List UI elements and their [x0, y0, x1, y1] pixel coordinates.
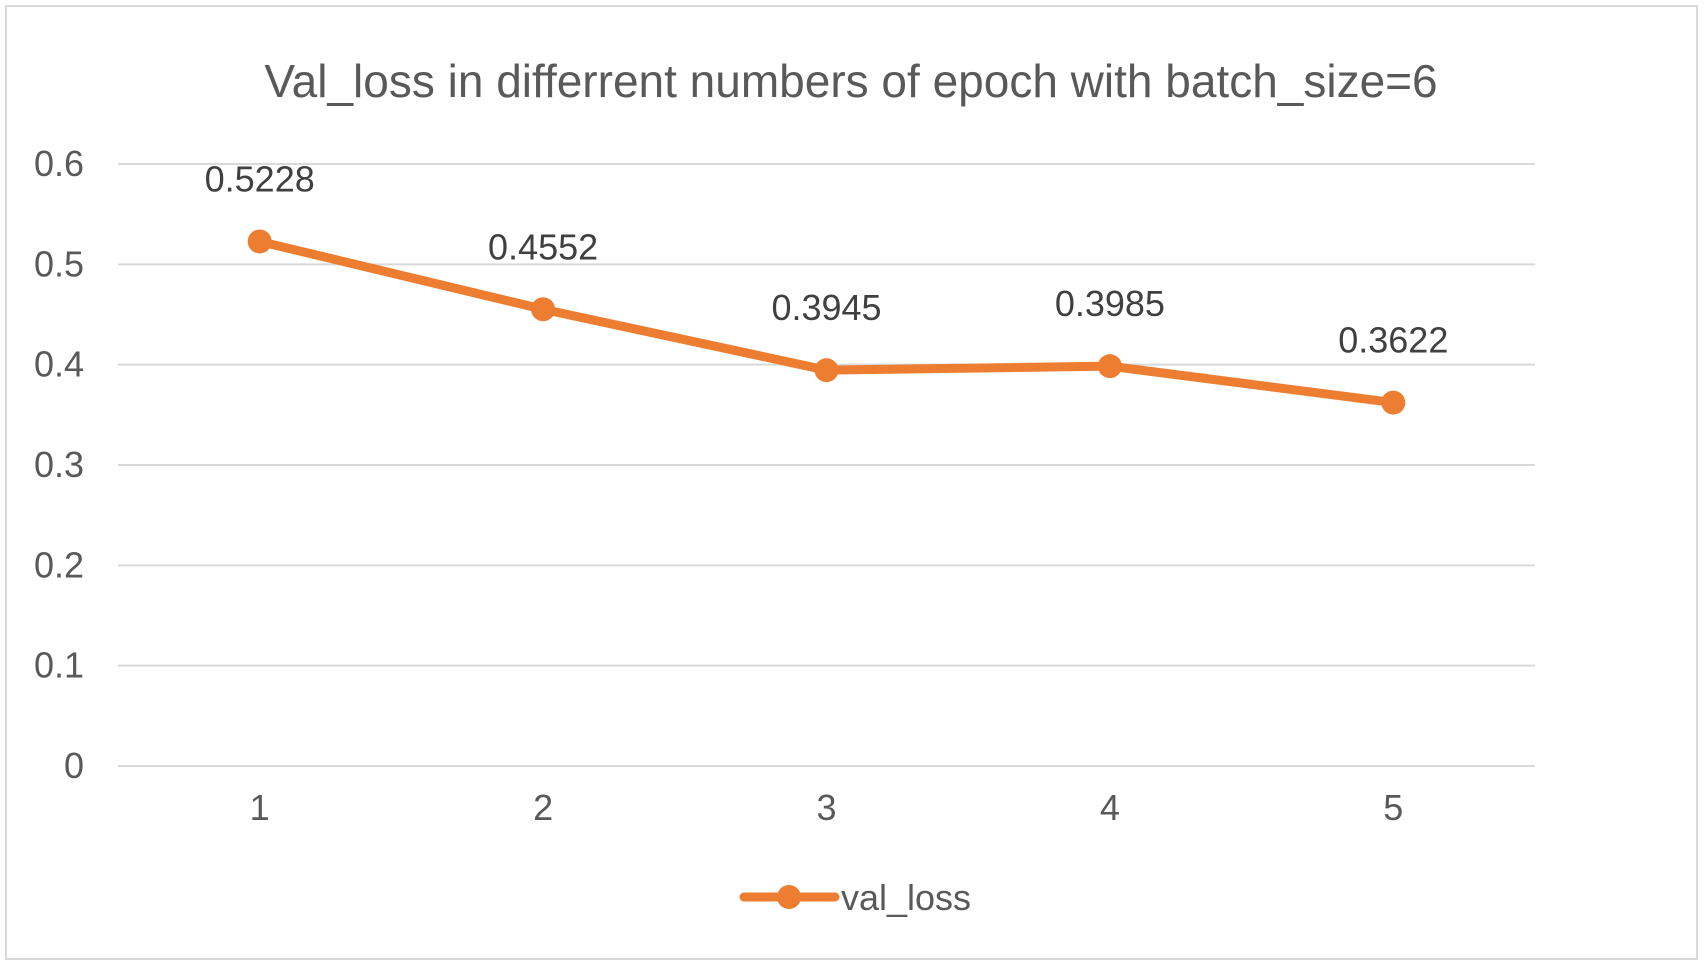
x-tick-label: 4: [1100, 787, 1120, 828]
data-label: 0.4552: [488, 226, 598, 267]
y-tick-label: 0.1: [34, 645, 84, 686]
data-point: [1381, 390, 1406, 415]
legend: val_loss: [739, 877, 971, 918]
data-label: 0.3622: [1338, 320, 1448, 361]
data-point: [531, 297, 556, 322]
data-label: 0.3945: [771, 287, 881, 328]
data-label: 0.3985: [1055, 283, 1165, 324]
legend-label: val_loss: [841, 877, 971, 918]
y-tick-label: 0: [64, 745, 84, 786]
x-tick-label: 1: [250, 787, 270, 828]
y-tick-label: 0.4: [34, 344, 84, 385]
data-point: [1097, 354, 1122, 379]
y-axis-tick-labels: 0 0.1 0.2 0.3 0.4 0.5 0.6: [34, 143, 84, 786]
series-val-loss: 0.5228 0.4552 0.3945 0.3985 0.3622: [205, 158, 1448, 415]
y-tick-label: 0.2: [34, 544, 84, 585]
x-tick-label: 2: [533, 787, 553, 828]
y-tick-label: 0.5: [34, 243, 84, 284]
x-axis-tick-labels: 1 2 3 4 5: [250, 787, 1404, 828]
legend-dot-marker: [777, 885, 801, 909]
line-chart: Val_loss in differrent numbers of epoch …: [34, 55, 1535, 918]
data-point: [247, 229, 272, 254]
y-tick-label: 0.6: [34, 143, 84, 184]
x-tick-label: 5: [1383, 787, 1403, 828]
y-tick-label: 0.3: [34, 444, 84, 485]
chart-title: Val_loss in differrent numbers of epoch …: [264, 55, 1437, 107]
x-tick-label: 3: [816, 787, 836, 828]
chart-container: Val_loss in differrent numbers of epoch …: [5, 5, 1698, 960]
data-label: 0.5228: [205, 158, 315, 199]
data-point: [814, 358, 839, 383]
